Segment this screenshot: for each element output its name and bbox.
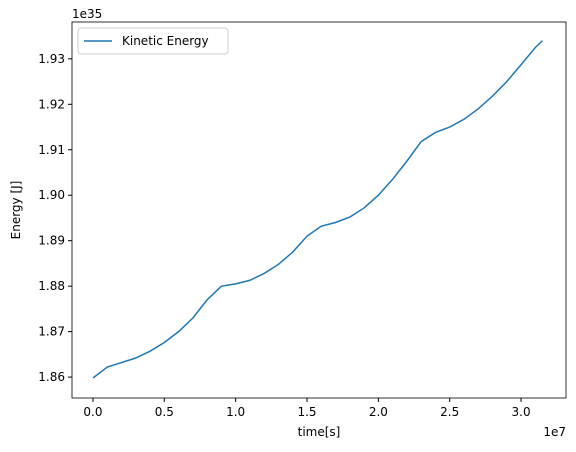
x-tick-label: 0.0 xyxy=(83,405,102,419)
y-tick-label: 1.91 xyxy=(38,143,65,157)
y-tick-label: 1.86 xyxy=(38,370,65,384)
x-offset: 1e7 xyxy=(543,425,566,439)
y-tick-label: 1.92 xyxy=(38,97,65,111)
x-axis-label: time[s] xyxy=(298,425,341,439)
plot-frame xyxy=(71,21,567,399)
x-tick-label: 2.0 xyxy=(369,405,388,419)
y-tick-label: 1.90 xyxy=(38,188,65,202)
x-tick-label: 1.5 xyxy=(297,405,316,419)
legend-box xyxy=(77,27,229,55)
x-tick-label: 1.0 xyxy=(226,405,245,419)
y-tick-label: 1.88 xyxy=(38,279,65,293)
x-tick-label: 0.5 xyxy=(155,405,174,419)
y-tick-label: 1.87 xyxy=(38,325,65,339)
y-tick-label: 1.89 xyxy=(38,234,65,248)
y-axis-label: Energy [J] xyxy=(9,181,23,240)
line-series xyxy=(92,40,543,379)
y-offset: 1e35 xyxy=(72,7,102,21)
y-tick-label: 1.93 xyxy=(38,52,65,66)
x-tick-label: 3.0 xyxy=(512,405,531,419)
x-tick-label: 2.5 xyxy=(440,405,459,419)
legend-label: Kinetic Energy xyxy=(122,34,209,48)
